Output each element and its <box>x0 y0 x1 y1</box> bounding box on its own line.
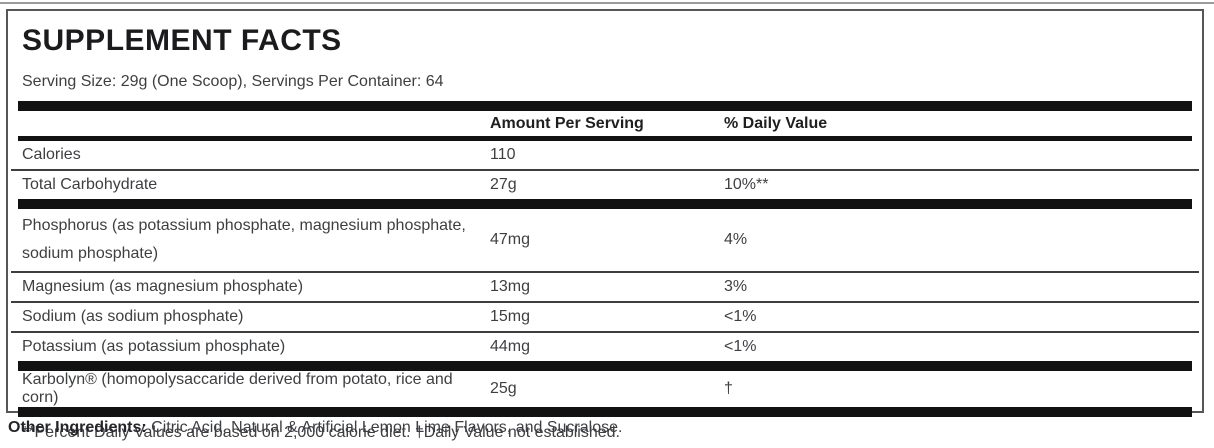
nutrient-amount: 13mg <box>490 278 531 295</box>
table-row-calories: Calories 110 <box>8 141 1202 169</box>
table-row-phosphorus: Phosphorus (as potassium phosphate, magn… <box>8 209 1202 271</box>
thick-bar-section <box>18 199 1192 209</box>
header-amount-per-serving: Amount Per Serving <box>490 114 644 132</box>
nutrient-daily-value: 3% <box>724 278 748 295</box>
nutrient-daily-value: 4% <box>724 231 748 248</box>
other-ingredients-label: Other Ingredients: <box>8 419 147 436</box>
nutrient-amount: 44mg <box>490 338 531 355</box>
nutrient-label: Total Carbohydrate <box>22 176 158 193</box>
nutrient-amount: 15mg <box>490 308 531 325</box>
thick-bar-section <box>18 361 1192 371</box>
thick-bar-bottom <box>18 407 1192 417</box>
supplement-facts-panel: SUPPLEMENT FACTS Serving Size: 29g (One … <box>6 9 1204 441</box>
medium-bar-under-header <box>18 136 1192 141</box>
row-divider <box>11 169 1199 171</box>
serving-info: Serving Size: 29g (One Scoop), Servings … <box>22 73 444 90</box>
nutrient-label: Sodium (as sodium phosphate) <box>22 308 244 325</box>
row-divider <box>11 271 1199 273</box>
nutrient-amount: 47mg <box>490 231 531 248</box>
row-divider <box>11 301 1199 303</box>
nutrient-amount: 110 <box>490 146 516 163</box>
table-row-total-carbohydrate: Total Carbohydrate 27g 10%** <box>8 171 1202 199</box>
nutrient-daily-value: <1% <box>724 308 757 325</box>
nutrient-label: Calories <box>22 146 81 163</box>
nutrient-label: Magnesium (as magnesium phosphate) <box>22 278 304 295</box>
nutrient-label: Karbolyn® (homopolysaccaride derived fro… <box>22 371 453 406</box>
nutrient-daily-value: † <box>724 380 733 397</box>
other-ingredients-text: Citric Acid, Natural & Artificial Lemon … <box>146 419 623 436</box>
table-row-sodium: Sodium (as sodium phosphate) 15mg <1% <box>8 303 1202 331</box>
header-daily-value: % Daily Value <box>724 114 828 132</box>
nutrient-label: Phosphorus (as potassium phosphate, magn… <box>22 217 466 262</box>
table-row-potassium: Potassium (as potassium phosphate) 44mg … <box>8 333 1202 361</box>
other-ingredients: Other Ingredients: Citric Acid, Natural … <box>8 419 622 437</box>
nutrient-label: Potassium (as potassium phosphate) <box>22 338 286 355</box>
nutrient-amount: 27g <box>490 176 517 193</box>
table-row-karbolyn: Karbolyn® (homopolysaccaride derived fro… <box>8 371 1202 407</box>
nutrient-daily-value: <1% <box>724 338 757 355</box>
nutrient-daily-value: 10%** <box>724 176 769 193</box>
panel-title: SUPPLEMENT FACTS <box>22 24 342 57</box>
thick-bar-top <box>18 101 1192 111</box>
nutrient-amount: 25g <box>490 380 517 397</box>
table-header-row: Amount Per Serving % Daily Value <box>8 111 1202 136</box>
table-row-magnesium: Magnesium (as magnesium phosphate) 13mg … <box>8 273 1202 301</box>
page-top-divider <box>0 2 1214 4</box>
daily-value-footnote: **Percent Daily Values are based on 2,00… <box>22 424 620 441</box>
row-divider <box>11 331 1199 333</box>
